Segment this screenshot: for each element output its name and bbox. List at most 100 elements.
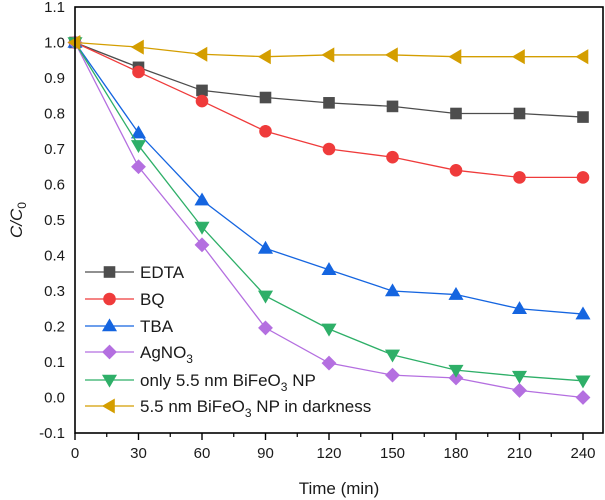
- y-axis-title-sub: 0: [15, 202, 29, 209]
- data-point: [511, 301, 528, 315]
- y-tick-label: 0.3: [44, 283, 65, 300]
- legend-label-main: 5.5 nm BiFeO: [140, 397, 245, 416]
- data-point: [321, 262, 337, 276]
- data-point: [321, 47, 335, 63]
- legend-item: BQ: [85, 290, 165, 309]
- legend-label-sub: 3: [281, 380, 288, 394]
- legend-label: EDTA: [140, 263, 185, 282]
- x-tick-label: 90: [257, 445, 274, 462]
- data-point: [321, 323, 337, 337]
- legend-item: only 5.5 nm BiFeO3 NP: [85, 371, 316, 394]
- y-tick-label: 0.9: [44, 70, 65, 87]
- x-tick-label: 60: [194, 445, 211, 462]
- data-point: [321, 355, 337, 371]
- data-point: [323, 97, 335, 109]
- y-tick-label: 0.4: [44, 248, 65, 265]
- y-tick-label: 1.0: [44, 35, 65, 52]
- y-axis-ticks: -0.1 0.0 0.1 0.2 0.3 0.4 0.5 0.6 0.7 0.8 0.9 1.0 1.1: [39, 0, 65, 442]
- y-tick-label: 0.8: [44, 106, 65, 123]
- data-point: [577, 111, 589, 123]
- legend-label-tail: NP: [287, 371, 315, 390]
- legend-label: 5.5 nm BiFeO3 NP in darkness: [140, 397, 371, 420]
- legend-label-main: TBA: [140, 317, 174, 336]
- series-only-5-5-nm-bifeo3-np: [67, 37, 591, 389]
- legend-marker: [101, 398, 115, 414]
- data-point: [448, 49, 462, 65]
- data-point: [131, 159, 146, 175]
- y-tick-label: -0.1: [39, 425, 65, 442]
- data-point: [450, 107, 462, 120]
- x-tick-label: 240: [570, 445, 595, 462]
- data-point: [513, 171, 526, 184]
- data-point: [194, 237, 210, 253]
- data-point: [132, 65, 145, 79]
- legend-marker: [102, 344, 117, 360]
- legend-item: 5.5 nm BiFeO3 NP in darkness: [85, 397, 371, 420]
- data-point: [258, 320, 273, 336]
- data-point: [511, 49, 525, 65]
- legend-label-sub: 3: [245, 406, 252, 420]
- data-point: [384, 47, 398, 63]
- y-tick-label: 0.5: [44, 212, 65, 229]
- x-tick-label: 180: [443, 445, 468, 462]
- data-point: [575, 49, 589, 65]
- legend-item: EDTA: [85, 263, 185, 282]
- legend-label: AgNO3: [140, 343, 193, 366]
- data-point: [194, 221, 210, 235]
- y-axis-title: C/C0: [7, 202, 29, 238]
- plot-frame: [74, 6, 604, 434]
- y-tick-label: 0.0: [44, 390, 65, 407]
- data-point: [386, 150, 399, 164]
- data-point: [130, 140, 147, 154]
- x-tick-label: 150: [380, 445, 405, 462]
- data-point: [194, 46, 208, 62]
- data-point: [448, 370, 464, 386]
- data-point: [259, 124, 272, 138]
- y-tick-label: 1.1: [44, 0, 65, 16]
- data-point: [449, 164, 463, 177]
- x-tick-label: 120: [316, 445, 341, 462]
- data-point: [512, 382, 527, 398]
- legend-marker: [103, 266, 116, 278]
- series-edta: [69, 36, 589, 123]
- x-axis-ticks: 0 30 60 90 120 150 180 210 240: [71, 433, 596, 462]
- legend-label-main: AgNO: [140, 343, 186, 362]
- data-point: [575, 306, 591, 320]
- data-point: [67, 34, 81, 51]
- legend-label-main: BQ: [140, 290, 165, 309]
- legend-label: TBA: [140, 317, 174, 336]
- series-layer: [67, 34, 591, 405]
- data-point: [575, 390, 591, 405]
- legend-label-main: only 5.5 nm BiFeO: [140, 371, 281, 390]
- legend-label-sub: 3: [186, 352, 193, 366]
- y-axis-title-main: C/C: [7, 208, 26, 238]
- data-point: [194, 192, 210, 206]
- legend-marker: [101, 318, 118, 332]
- legend-marker: [101, 374, 118, 388]
- data-point: [448, 364, 464, 378]
- data-point: [384, 283, 401, 297]
- x-axis-title: Time (min): [299, 479, 380, 498]
- x-tick-label: 30: [130, 445, 147, 462]
- data-point: [513, 107, 526, 120]
- data-point: [257, 49, 271, 65]
- series-line: [74, 41, 583, 179]
- data-point: [384, 349, 401, 363]
- legend-marker: [103, 292, 116, 306]
- y-tick-label: 0.2: [44, 319, 65, 336]
- data-point: [259, 91, 272, 104]
- series-5-5-nm-bifeo3-np-in-darkness: [67, 34, 589, 65]
- legend-label-main: EDTA: [140, 263, 185, 282]
- y-tick-label: 0.1: [44, 354, 65, 371]
- data-point: [130, 125, 147, 139]
- legend-label: only 5.5 nm BiFeO3 NP: [140, 371, 316, 394]
- data-point: [257, 240, 274, 254]
- legend-item: AgNO3: [85, 343, 193, 366]
- data-point: [196, 84, 208, 97]
- data-point: [448, 286, 464, 300]
- x-tick-label: 0: [71, 445, 79, 462]
- data-point: [195, 94, 209, 108]
- legend-label: BQ: [140, 290, 165, 309]
- y-tick-label: 0.6: [44, 177, 65, 194]
- data-point: [386, 100, 399, 113]
